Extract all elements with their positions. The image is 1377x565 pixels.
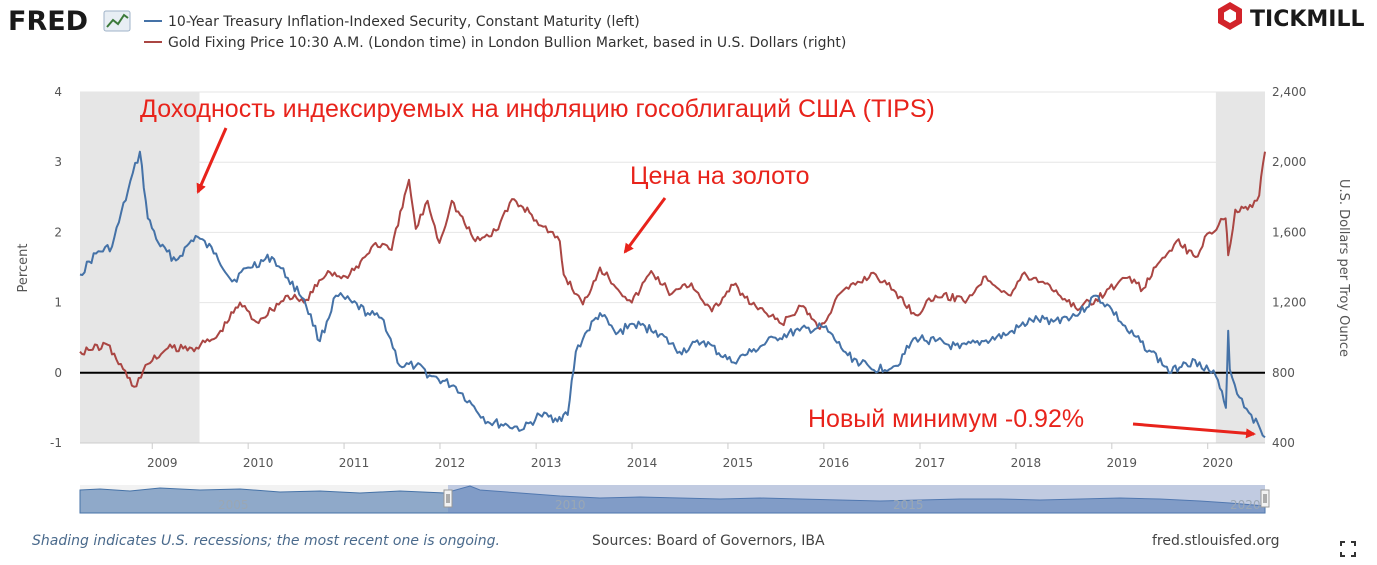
navigator-label: 2005 [218,498,249,512]
x-tick-label: 2020 [1202,456,1233,470]
x-tick-label: 2014 [627,456,658,470]
y-left-tick-label: -1 [50,436,62,450]
y-right-tick-label: 1,200 [1272,296,1306,310]
y-left-tick-label: 2 [54,225,62,239]
navigator-area [79,485,1266,514]
y-right-tick-label: 2,400 [1272,85,1306,99]
recession-note: Shading indicates U.S. recessions; the m… [32,533,501,549]
y-left-tick-label: 3 [54,155,62,169]
x-tick-label: 2016 [819,456,850,470]
annotation-low: Новый минимум -0.92% [808,405,1084,433]
x-tick-label: 2017 [915,456,946,470]
y-right-tick-label: 800 [1272,366,1295,380]
x-axis: 2009 2010 2011 2012 2013 2014 2015 2016 2017 2018… [80,442,1265,470]
y-right-tick-label: 2,000 [1272,155,1306,169]
tickmill-logo: TICKMILL [1218,2,1365,32]
expand-icon[interactable] [1340,541,1356,557]
site-link[interactable]: fred.stlouisfed.org [1152,533,1280,549]
x-tick-label: 2013 [531,456,562,470]
fred-logo[interactable]: FRED [8,6,131,37]
annotations: Доходность индексируемых на инфляцию гос… [140,95,1256,439]
recession-shading [80,92,1265,443]
y-left-tick-label: 0 [54,366,62,380]
series-gold-line[interactable] [79,151,1266,388]
legend: 10-Year Treasury Inflation-Indexed Secur… [144,14,846,51]
tickmill-logo-text: TICKMILL [1250,7,1365,32]
navigator-label: 2020 [1230,498,1261,512]
y-right-tick-label: 1,600 [1272,225,1306,239]
sources-text: Sources: Board of Governors, IBA [592,533,825,549]
y-left-axis: 4 3 2 1 0 -1 [50,85,62,450]
y-left-tick-label: 1 [54,296,62,310]
y-right-axis-title: U.S. Dollars per Troy Ounce [1336,179,1351,357]
x-tick-label: 2011 [339,456,370,470]
annotation-tips-arrow [196,127,228,194]
annotation-low-arrow [1132,422,1256,439]
navigator-handle-left[interactable] [443,489,453,508]
annotation-tips: Доходность индексируемых на инфляцию гос… [140,95,935,123]
recession-band [80,92,200,443]
annotation-gold-arrow [623,197,667,254]
series-tips-line[interactable] [79,150,1266,439]
legend-label-tips: 10-Year Treasury Inflation-Indexed Secur… [168,14,640,30]
recession-band [1215,92,1265,443]
x-tick-label: 2012 [435,456,466,470]
navigator-label: 2010 [555,498,586,512]
navigator-handle-right[interactable] [1260,489,1270,508]
annotation-gold: Цена на золото [630,162,810,190]
fred-logo-text: FRED [8,6,88,37]
x-tick-label: 2010 [243,456,274,470]
y-right-axis: 2,400 2,000 1,600 1,200 800 400 [1272,85,1306,450]
y-left-axis-title: Percent [16,244,31,293]
navigator-label: 2015 [893,498,924,512]
navigator-selection[interactable] [448,485,1265,513]
range-navigator[interactable]: 2005 2010 2015 2020 [79,485,1270,514]
x-tick-label: 2018 [1011,456,1042,470]
y-right-tick-label: 400 [1272,436,1295,450]
x-tick-label: 2015 [723,456,754,470]
navigator-labels: 2005 2010 2015 2020 [218,498,1261,512]
legend-label-gold: Gold Fixing Price 10:30 A.M. (London tim… [168,35,846,51]
fred-chart-icon [103,10,131,32]
tickmill-hexagon-icon [1218,2,1242,30]
x-tick-label: 2019 [1107,456,1138,470]
y-left-tick-label: 4 [54,85,62,99]
x-tick-label: 2009 [147,456,178,470]
